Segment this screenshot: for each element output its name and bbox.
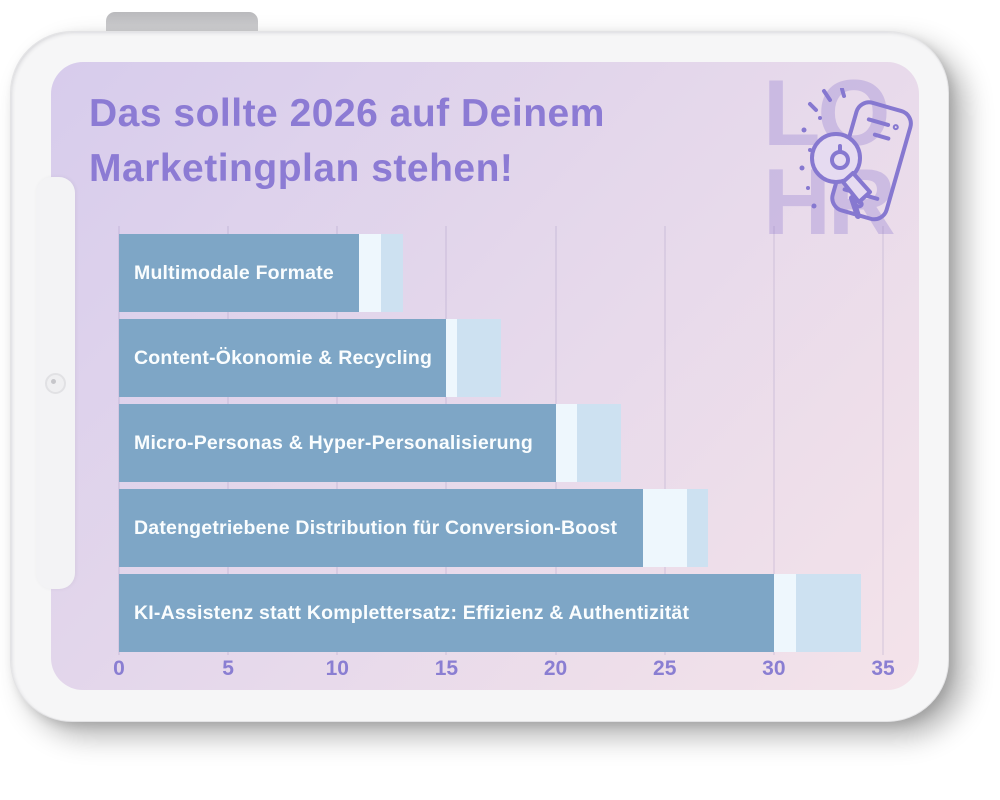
camera-glint [51, 379, 56, 384]
gridline [882, 226, 884, 655]
bar-row: Content-Ökonomie & Recycling [119, 319, 501, 397]
bar-segment-highlight [773, 574, 796, 652]
page-title-line2: Marketingplan stehen! [89, 147, 514, 190]
bar-segment-primary [119, 404, 556, 482]
gridline [772, 226, 775, 655]
bar-segment-primary [119, 234, 360, 312]
sparkle-lines-icon [808, 88, 846, 112]
x-tick-label: 10 [325, 657, 349, 680]
x-tick-label: 30 [762, 657, 786, 680]
page-title: Das sollte 2026 auf Deinem Marketingplan… [89, 86, 605, 196]
bar-label: KI-Assistenz statt Komplettersatz: Effiz… [134, 602, 690, 624]
bar-segment-highlight [555, 404, 578, 482]
bar-chart: Multimodale Formate Content-Ökonomie & Re… [113, 226, 895, 690]
bar-segment-secondary [457, 319, 501, 397]
logo-wordmark: LO HR [763, 66, 896, 249]
bar-row: Multimodale Formate [119, 234, 403, 312]
x-tick-label: 5 [222, 657, 234, 680]
camera-lens [45, 373, 66, 394]
confetti-dots-icon [799, 116, 822, 209]
megaphone-icon [810, 132, 872, 219]
bar-segment-primary [119, 489, 643, 567]
bar-label: Multimodale Formate [134, 262, 334, 284]
bar-segment-secondary [577, 404, 622, 482]
x-tick-label: 20 [543, 657, 568, 680]
bar-segment-highlight [359, 234, 381, 312]
camera-housing [36, 177, 75, 589]
bar-segment-highlight [642, 489, 687, 567]
x-tick-label: 0 [113, 657, 125, 680]
bar-row: KI-Assistenz statt Komplettersatz: Effiz… [119, 574, 862, 652]
bar-segment-secondary [380, 234, 403, 312]
bar-segment-primary [119, 574, 774, 652]
gridline [663, 226, 666, 655]
x-tick-label: 35 [871, 657, 895, 680]
page-title-line1: Das sollte 2026 auf Deinem [89, 92, 605, 135]
bar-segment-secondary [686, 489, 709, 567]
tablet-screen: Das sollte 2026 auf Deinem Marketingplan… [51, 62, 919, 690]
bar-segment-secondary [795, 574, 862, 652]
tablet-frame: Das sollte 2026 auf Deinem Marketingplan… [10, 31, 949, 722]
bar-row: Datengetriebene Distribution für Convers… [119, 489, 709, 567]
bar-segment-primary [119, 319, 447, 397]
x-tick-label: 15 [434, 657, 459, 680]
bar-row: Micro-Personas & Hyper-Personalisierung [119, 404, 622, 482]
bar-segment-highlight [446, 319, 458, 397]
megaphone-phone-icon [799, 88, 913, 222]
bar-label: Content-Ökonomie & Recycling [134, 347, 433, 369]
x-tick-label: 25 [653, 657, 677, 680]
bar-label: Datengetriebene Distribution für Convers… [134, 517, 618, 539]
bar-label: Micro-Personas & Hyper-Personalisierung [134, 432, 533, 454]
